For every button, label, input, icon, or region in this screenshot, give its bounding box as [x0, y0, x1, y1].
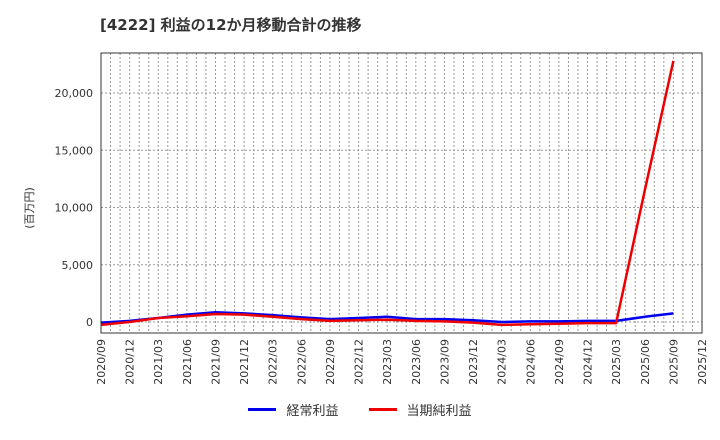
x-tick-label: 2021/03: [152, 339, 165, 385]
legend: 経常利益 当期純利益: [0, 400, 720, 419]
legend-label: 当期純利益: [406, 404, 472, 419]
legend-swatch-blue: [248, 408, 277, 411]
x-tick-label: 2025/09: [667, 339, 680, 385]
x-tick-label: 2025/06: [639, 339, 652, 385]
legend-swatch-red: [368, 408, 397, 411]
legend-item-keijo: 経常利益: [248, 400, 339, 419]
y-tick-label: 20,000: [55, 87, 94, 100]
x-tick-label: 2023/03: [381, 339, 394, 385]
x-tick-label: 2025/12: [696, 339, 709, 385]
x-tick-label: 2024/09: [553, 339, 566, 385]
legend-label: 経常利益: [286, 404, 339, 419]
x-tick-label: 2023/12: [467, 339, 480, 385]
x-tick-label: 2022/09: [324, 339, 337, 385]
x-tick-label: 2024/12: [582, 339, 595, 385]
x-tick-label: 2020/09: [95, 339, 108, 385]
chart-title: [4222] 利益の12か月移動合計の推移: [100, 16, 362, 34]
x-tick-label: 2024/03: [496, 339, 509, 385]
x-tick-label: 2021/12: [238, 339, 251, 385]
y-tick-label: 15,000: [55, 144, 94, 157]
x-tick-label: 2022/12: [353, 339, 366, 385]
x-tick-label: 2024/06: [524, 339, 537, 385]
y-tick-label: 10,000: [55, 202, 94, 215]
legend-item-junri: 当期純利益: [368, 400, 472, 419]
series-line-junri: [100, 60, 675, 327]
y-tick-label: 5,000: [62, 259, 94, 272]
x-tick-label: 2021/09: [209, 339, 222, 385]
x-tick-label: 2022/03: [267, 339, 280, 385]
plot-frame: [100, 52, 703, 334]
series-line-keijo: [100, 311, 674, 324]
x-tick-label: 2021/06: [181, 339, 194, 385]
y-tick-label: 0: [86, 316, 93, 329]
x-tick-label: 2023/06: [410, 339, 423, 385]
x-tick-label: 2022/06: [295, 339, 308, 385]
x-tick-label: 2025/03: [610, 339, 623, 385]
x-tick-label: 2023/09: [438, 339, 451, 385]
x-tick-label: 2020/12: [124, 339, 137, 385]
